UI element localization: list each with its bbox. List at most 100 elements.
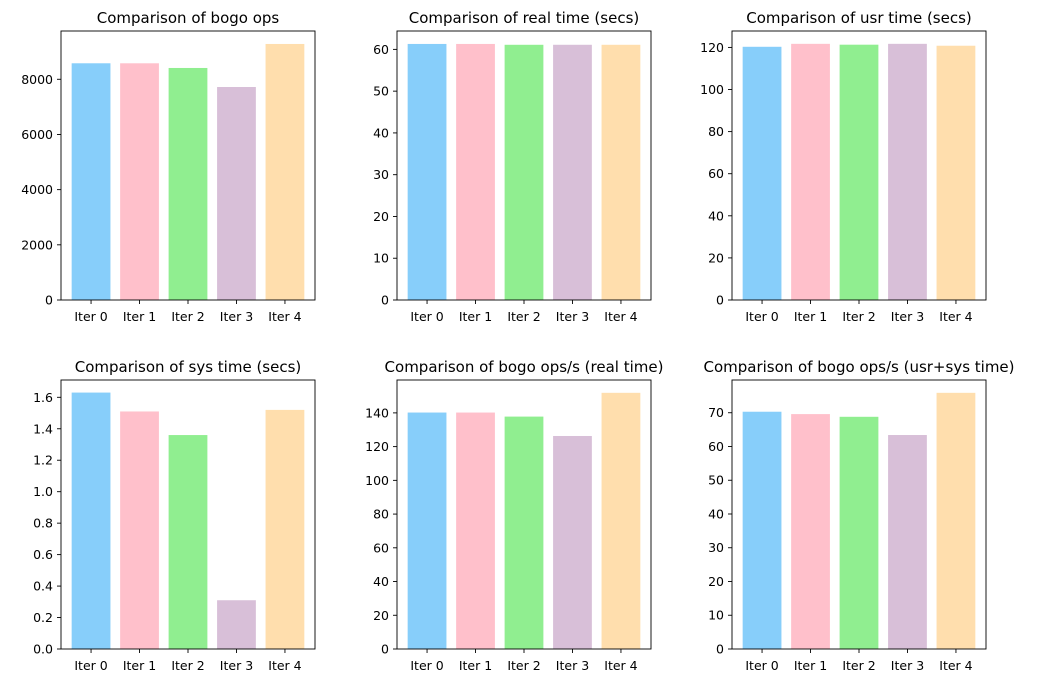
y-tick-label: 40 (373, 574, 389, 589)
y-tick-label: 0 (45, 293, 53, 308)
y-tick-label: 0.0 (33, 642, 53, 657)
bar-iter-3 (553, 44, 592, 300)
x-tick-label: Iter 4 (268, 658, 301, 673)
y-tick-label: 0.2 (33, 610, 53, 625)
bar-iter-3 (553, 435, 592, 649)
y-tick-label: 120 (700, 40, 724, 55)
bar-iter-2 (168, 435, 208, 649)
y-tick-label: 100 (365, 473, 389, 488)
y-tick-label: 2000 (21, 237, 53, 252)
chart-title: Comparison of bogo ops (97, 9, 280, 27)
bar-iter-3 (217, 87, 256, 301)
y-tick-label: 20 (708, 574, 724, 589)
x-tick-label: Iter 2 (507, 658, 540, 673)
y-tick-label: 20 (373, 608, 389, 623)
x-tick-label: Iter 1 (794, 658, 827, 673)
y-tick-label: 50 (373, 84, 389, 99)
y-tick-label: 0 (381, 293, 389, 308)
x-tick-label: Iter 4 (268, 309, 301, 324)
y-tick-label: 30 (708, 540, 724, 555)
chart-2: Iter 0 Iter 1 Iter 2 Iter 3 Iter 4 0 20 40 60 80 1… (700, 9, 987, 324)
y-tick-label: 0.6 (33, 547, 53, 562)
y-tick-label: 40 (708, 506, 724, 521)
y-tick-label: 60 (708, 166, 724, 181)
axes-frame (396, 379, 652, 650)
bar-iter-0 (71, 63, 111, 300)
y-tick-label: 0.4 (33, 579, 53, 594)
x-tick-label: Iter 1 (459, 309, 492, 324)
bar-iter-2 (504, 44, 544, 300)
y-tick-label: 20 (708, 250, 724, 265)
y-tick-label: 40 (708, 208, 724, 223)
axes-frame (731, 379, 987, 650)
y-tick-label: 20 (373, 209, 389, 224)
x-tick-label: Iter 0 (74, 658, 107, 673)
chart-0: Iter 0 Iter 1 Iter 2 Iter 3 Iter 4 0 2000 4000 6… (21, 9, 316, 324)
x-tick-label: Iter 3 (220, 658, 253, 673)
y-tick-label: 4000 (21, 182, 53, 197)
y-tick-label: 10 (373, 251, 389, 266)
x-tick-label: Iter 2 (842, 658, 875, 673)
x-tick-label: Iter 1 (123, 658, 156, 673)
bar-iter-4 (265, 43, 305, 301)
axes-frame (60, 379, 316, 650)
y-tick-label: 60 (708, 439, 724, 454)
y-tick-label: 120 (365, 439, 389, 454)
y-tick-label: 1.4 (33, 421, 53, 436)
bar-iter-1 (791, 43, 830, 300)
y-tick-label: 10 (708, 608, 724, 623)
x-tick-label: Iter 0 (745, 658, 778, 673)
chart-title: Comparison of real time (secs) (409, 9, 639, 27)
bar-iter-0 (71, 392, 111, 649)
axes-frame (60, 30, 316, 301)
x-tick-label: Iter 0 (74, 309, 107, 324)
y-tick-label: 0 (716, 293, 724, 308)
bar-iter-4 (936, 45, 976, 300)
x-tick-label: Iter 4 (604, 309, 637, 324)
bar-iter-2 (839, 44, 879, 300)
x-tick-label: Iter 1 (459, 658, 492, 673)
x-tick-label: Iter 3 (891, 309, 924, 324)
bar-iter-3 (217, 600, 256, 649)
x-tick-label: Iter 0 (745, 309, 778, 324)
bar-iter-1 (120, 63, 159, 300)
bar-iter-4 (601, 44, 641, 300)
y-tick-label: 1.0 (33, 484, 53, 499)
bar-iter-0 (407, 43, 447, 300)
y-tick-label: 60 (373, 540, 389, 555)
chart-3: Iter 0 Iter 1 Iter 2 Iter 3 Iter 4 0.0 0.2 0.4 0… (33, 358, 316, 673)
x-tick-label: Iter 2 (171, 309, 204, 324)
chart-title: Comparison of sys time (secs) (75, 358, 302, 376)
bar-iter-0 (742, 46, 782, 301)
y-tick-label: 1.2 (33, 453, 53, 468)
axes-frame (731, 30, 987, 301)
y-tick-label: 0.8 (33, 516, 53, 531)
chart-title: Comparison of usr time (secs) (746, 9, 972, 27)
bar-iter-1 (791, 414, 830, 649)
y-tick-label: 40 (373, 125, 389, 140)
y-tick-label: 1.6 (33, 390, 53, 405)
chart-1: Iter 0 Iter 1 Iter 2 Iter 3 Iter 4 0 10 20 30 40 5… (373, 9, 652, 324)
bar-iter-1 (456, 412, 495, 649)
x-tick-label: Iter 4 (939, 309, 972, 324)
x-tick-label: Iter 0 (410, 658, 443, 673)
y-tick-label: 60 (373, 42, 389, 57)
chart-5: Iter 0 Iter 1 Iter 2 Iter 3 Iter 4 0 10 20 30 40 5… (703, 358, 1014, 673)
chart-4: Iter 0 Iter 1 Iter 2 Iter 3 Iter 4 0 20 40 60 80 1… (365, 358, 663, 673)
x-tick-label: Iter 2 (171, 658, 204, 673)
x-tick-label: Iter 2 (507, 309, 540, 324)
y-tick-label: 6000 (21, 127, 53, 142)
x-tick-label: Iter 4 (604, 658, 637, 673)
x-tick-label: Iter 4 (939, 658, 972, 673)
bar-iter-3 (888, 43, 927, 300)
y-tick-label: 80 (708, 124, 724, 139)
y-tick-label: 100 (700, 82, 724, 97)
y-tick-label: 30 (373, 167, 389, 182)
x-tick-label: Iter 3 (556, 658, 589, 673)
x-tick-label: Iter 3 (556, 309, 589, 324)
y-tick-label: 140 (365, 405, 389, 420)
x-tick-label: Iter 3 (220, 309, 253, 324)
x-tick-label: Iter 1 (794, 309, 827, 324)
y-tick-label: 0 (381, 642, 389, 657)
